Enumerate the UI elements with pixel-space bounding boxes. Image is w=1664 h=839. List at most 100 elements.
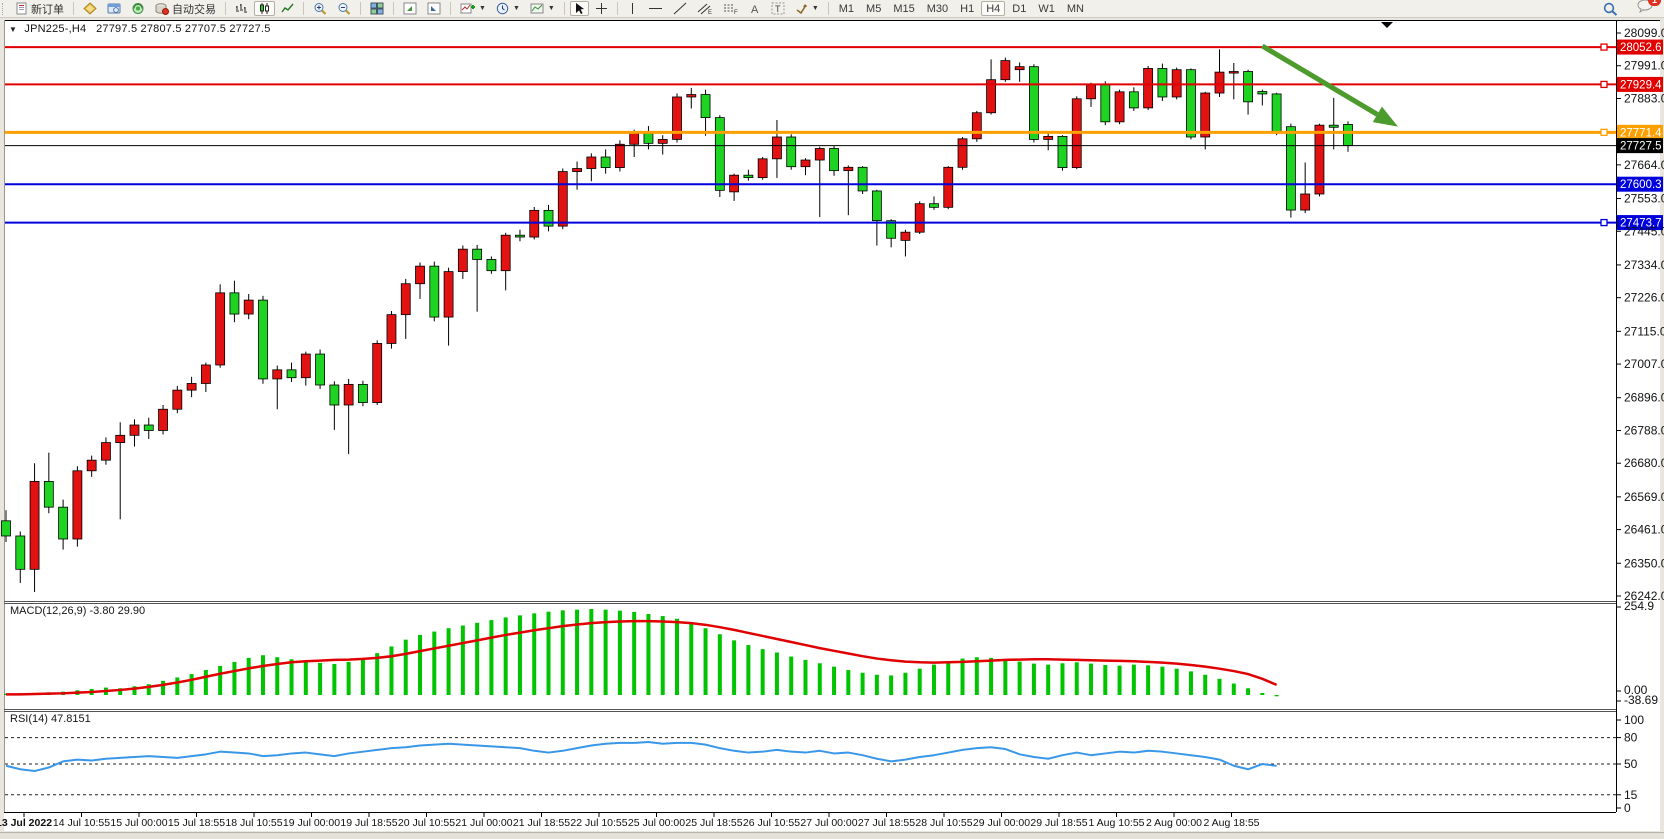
timeframe-D1[interactable]: D1 (1007, 1, 1031, 16)
cursor-button[interactable] (569, 1, 589, 16)
vertical-line-button[interactable] (623, 1, 642, 16)
toolbar-grip[interactable] (2, 2, 7, 15)
text-icon: A (751, 4, 759, 15)
candle-chart-button[interactable] (254, 1, 275, 16)
svg-text:21 Jul 00:00: 21 Jul 00:00 (455, 817, 512, 829)
chart-shift-marker (1381, 22, 1393, 28)
candlestick-chart-icon (260, 3, 269, 14)
search-button[interactable] (1599, 1, 1622, 16)
tile-windows-icon (370, 2, 384, 15)
dropdown-caret: ▼ (547, 5, 555, 12)
separator (73, 2, 74, 15)
zoom-out-button[interactable] (333, 1, 355, 16)
notification-badge: 1 (1648, 0, 1661, 6)
separator (616, 2, 618, 15)
tile-windows-button[interactable] (366, 1, 388, 16)
svg-text:25 Jul 00:00: 25 Jul 00:00 (628, 817, 685, 829)
svg-text:0: 0 (1624, 801, 1631, 815)
timeframe-M15[interactable]: M15 (888, 1, 919, 16)
auto-trading-label: 自动交易 (172, 3, 216, 16)
toolbar: 新订单 自动交易 (0, 0, 1664, 18)
svg-text:254.9: 254.9 (1624, 599, 1654, 613)
separator (450, 2, 451, 15)
zoom-in-button[interactable] (309, 1, 331, 16)
svg-text:27 Jul 18:55: 27 Jul 18:55 (858, 817, 915, 829)
new-order-button[interactable]: 新订单 (11, 1, 68, 16)
svg-text:28052.6: 28052.6 (1620, 42, 1662, 54)
symbol-title: JPN225-,H4 (24, 23, 87, 35)
svg-text:13 Jul 2022: 13 Jul 2022 (0, 817, 52, 829)
svg-text:27115.0: 27115.0 (1624, 324, 1664, 338)
svg-text:27553.0: 27553.0 (1624, 192, 1664, 206)
horizontal-line-button[interactable] (644, 1, 667, 16)
zoom-out-icon (338, 3, 351, 15)
fibonacci-button[interactable]: F (719, 1, 743, 16)
template-icon (530, 3, 544, 14)
svg-text:27334.0: 27334.0 (1624, 258, 1664, 272)
market-watch-button[interactable] (79, 1, 101, 16)
svg-text:28 Jul 10:55: 28 Jul 10:55 (915, 817, 972, 829)
strategy-tester-button[interactable] (127, 1, 149, 16)
text-button[interactable]: A (745, 1, 765, 16)
templates-button[interactable]: ▼ (526, 1, 559, 16)
cursor-icon (575, 3, 584, 14)
periods-button[interactable]: ▼ (492, 1, 524, 16)
rsi-indicator-label: RSI(14) 47.8151 (10, 713, 91, 725)
timeframe-M5[interactable]: M5 (861, 1, 886, 16)
timeframe-group: M1 M5 M15 M30 H1 H4 D1 W1 MN (833, 1, 1090, 16)
bar-chart-button[interactable] (231, 1, 252, 16)
svg-text:27226.0: 27226.0 (1624, 291, 1664, 305)
svg-text:0.00: 0.00 (1624, 683, 1648, 697)
svg-text:E: E (708, 10, 712, 15)
market-watch-icon (83, 2, 97, 15)
svg-text:27473.7: 27473.7 (1620, 218, 1662, 230)
timeframe-H4[interactable]: H4 (981, 1, 1006, 16)
timeframe-M1[interactable]: M1 (834, 1, 859, 16)
svg-text:15: 15 (1624, 788, 1638, 802)
date-axis (23, 813, 1232, 817)
line-chart-button[interactable] (277, 1, 298, 16)
price-levels (5, 39, 1663, 231)
trendline-button[interactable] (669, 1, 691, 16)
text-label-button[interactable]: T (767, 1, 789, 16)
svg-text:15 Jul 00:00: 15 Jul 00:00 (110, 817, 167, 829)
arrows-button[interactable]: ▼ (791, 1, 823, 16)
symbol-dropdown-icon[interactable]: ▼ (9, 25, 18, 34)
vertical-line-icon (631, 3, 633, 14)
svg-text:A: A (751, 4, 759, 15)
indicators-button[interactable]: ▼ (456, 1, 490, 16)
svg-text:19 Jul 18:55: 19 Jul 18:55 (340, 817, 397, 829)
svg-text:19 Jul 00:00: 19 Jul 00:00 (283, 817, 340, 829)
toolbar-right-group: 1 (1598, 0, 1661, 18)
svg-text:80: 80 (1624, 731, 1638, 745)
trend-arrow (1261, 43, 1398, 127)
search-icon (1603, 2, 1618, 16)
svg-text:27929.4: 27929.4 (1620, 79, 1662, 91)
window-bottom-edge (0, 832, 1664, 839)
ohlc-values: 27797.5 27807.5 27707.5 27727.5 (96, 23, 271, 35)
notifications-button[interactable]: 1 (1637, 0, 1661, 18)
svg-text:22 Jul 10:55: 22 Jul 10:55 (570, 817, 627, 829)
svg-text:27883.0: 27883.0 (1624, 91, 1664, 105)
separator (827, 2, 829, 15)
crosshair-button[interactable] (591, 1, 612, 16)
svg-text:28099.0: 28099.0 (1624, 26, 1664, 40)
separator (393, 2, 394, 15)
chart-profile-button[interactable] (423, 1, 445, 16)
auto-trading-button[interactable]: 自动交易 (151, 1, 220, 16)
svg-text:26 Jul 10:55: 26 Jul 10:55 (743, 817, 800, 829)
timeframe-W1[interactable]: W1 (1033, 1, 1060, 16)
timeframe-MN[interactable]: MN (1062, 1, 1089, 16)
svg-text:29 Jul 18:55: 29 Jul 18:55 (1030, 817, 1087, 829)
timeframe-M30[interactable]: M30 (922, 1, 953, 16)
dropdown-caret: ▼ (479, 5, 486, 12)
data-window-button[interactable] (103, 1, 125, 16)
timeframe-H1[interactable]: H1 (955, 1, 979, 16)
svg-text:27445.0: 27445.0 (1624, 224, 1664, 238)
symbol-ohlc-readout[interactable]: ▼ JPN225-,H4 27797.5 27807.5 27707.5 277… (9, 23, 271, 35)
svg-text:1 Aug 10:55: 1 Aug 10:55 (1088, 817, 1144, 829)
new-order-label: 新订单 (31, 3, 64, 16)
new-chart-button[interactable] (399, 1, 421, 16)
equidistant-channel-button[interactable]: E (693, 1, 717, 16)
